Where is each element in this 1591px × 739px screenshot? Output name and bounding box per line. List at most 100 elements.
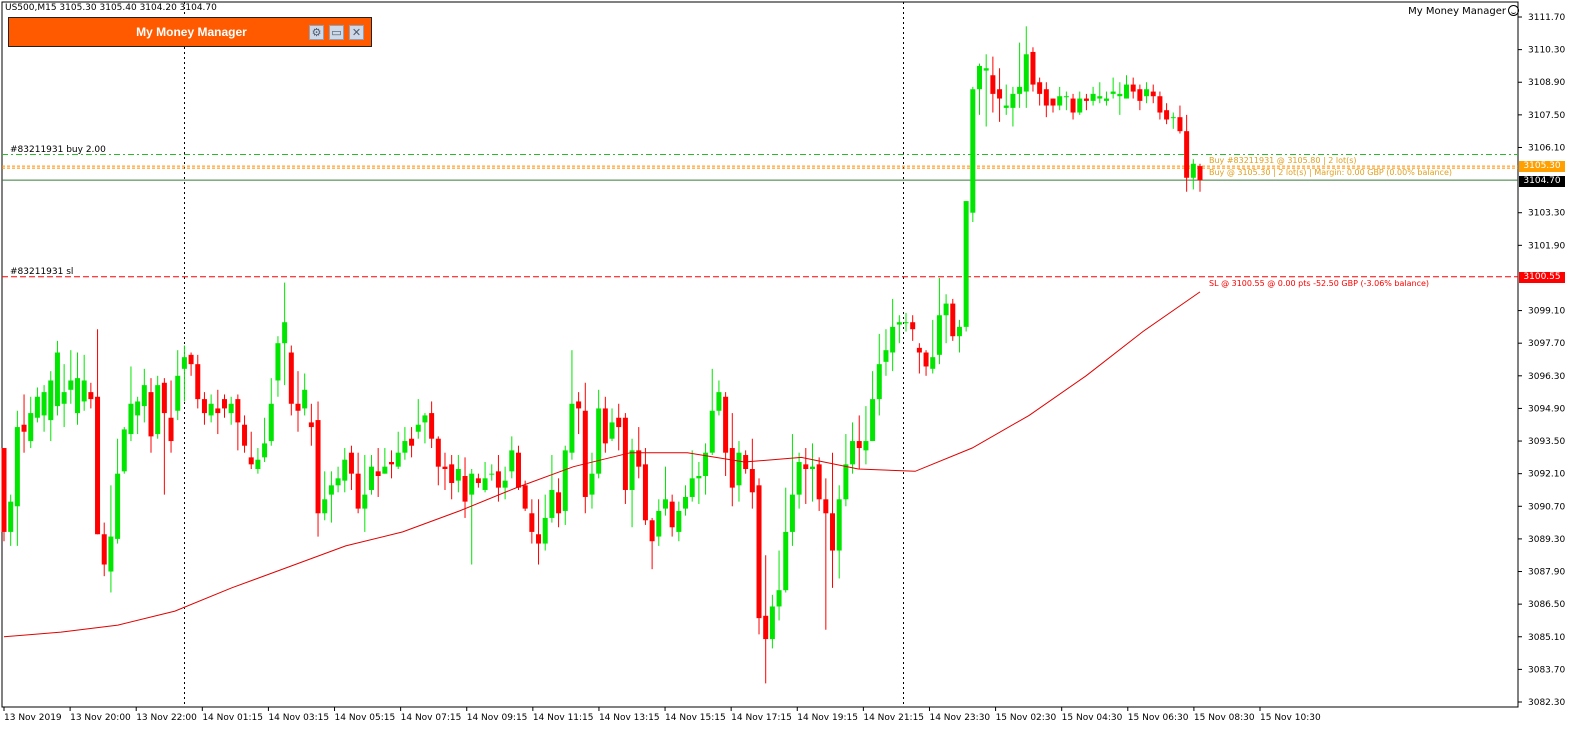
candle-body — [68, 380, 74, 390]
settings-button[interactable]: ⚙ — [309, 25, 324, 40]
candle-body — [335, 478, 341, 486]
candle-body — [656, 510, 662, 537]
candle-body — [509, 450, 515, 472]
y-tick-label: 3101.90 — [1528, 241, 1565, 251]
candle-body — [208, 403, 214, 416]
candle-body — [1003, 105, 1009, 108]
x-tick-label: 13 Nov 22:00 — [136, 713, 197, 723]
candle-body — [181, 357, 187, 369]
candle-body — [268, 403, 274, 442]
candle-body — [863, 441, 869, 451]
candle-body — [1124, 84, 1130, 99]
candle-body — [1010, 93, 1016, 108]
candle-body — [796, 462, 802, 495]
candle-body — [415, 424, 421, 432]
candle-body — [596, 408, 602, 474]
candle-body — [101, 534, 107, 565]
candle-body — [348, 452, 354, 474]
y-tick-label: 3111.70 — [1528, 13, 1565, 23]
x-tick-label: 14 Nov 07:15 — [401, 713, 462, 723]
candle-body — [502, 480, 508, 488]
candle-body — [576, 401, 582, 409]
ask-price-badge: 3105.30 — [1519, 161, 1565, 172]
candle-body — [983, 68, 989, 71]
x-tick-label: 14 Nov 17:15 — [731, 713, 792, 723]
candle-body — [823, 499, 829, 514]
candle-body — [21, 424, 27, 432]
candle-body — [816, 464, 822, 500]
x-tick-label: 14 Nov 13:15 — [599, 713, 660, 723]
candle-body — [582, 410, 588, 497]
candle-body — [716, 392, 722, 411]
candle-body — [255, 459, 261, 470]
candle-body — [429, 413, 435, 439]
candle-body — [95, 396, 101, 535]
candle-body — [1077, 98, 1083, 113]
candle-body — [997, 89, 1003, 99]
candle-body — [1030, 51, 1036, 85]
candle-body — [128, 403, 134, 435]
order-sl-label: #83211931 sl — [10, 267, 74, 277]
x-tick-label: 14 Nov 05:15 — [335, 713, 396, 723]
candle-body — [409, 438, 415, 446]
candle-body — [736, 452, 742, 486]
candle-body — [783, 531, 789, 591]
y-tick-label: 3092.10 — [1528, 470, 1565, 480]
candle-body — [876, 364, 882, 400]
candle-body — [228, 403, 234, 414]
x-tick-label: 14 Nov 09:15 — [467, 713, 528, 723]
candle-body — [803, 464, 809, 470]
minimize-button[interactable]: ▭ — [329, 25, 344, 40]
candle-body — [28, 413, 34, 442]
candle-body — [395, 452, 401, 467]
candle-body — [562, 450, 568, 511]
candle-body — [683, 496, 689, 509]
candle-body — [1110, 91, 1116, 94]
window-icon: ▭ — [331, 26, 342, 39]
order-buy-label: #83211931 buy 2.00 — [10, 145, 106, 155]
candle-body — [155, 385, 161, 435]
candle-body — [689, 478, 695, 497]
candle-body — [1170, 117, 1176, 119]
candle-body — [248, 457, 254, 465]
candle-body — [8, 501, 14, 532]
candle-body — [669, 501, 675, 528]
candle-body — [322, 499, 328, 514]
candle-body — [1, 448, 7, 532]
candle-body — [676, 510, 682, 532]
candle-body — [943, 303, 949, 316]
candle-body — [515, 452, 521, 488]
x-tick-label: 14 Nov 11:15 — [533, 713, 594, 723]
smiley-icon — [1508, 5, 1519, 16]
candle-body — [1164, 110, 1170, 120]
candle-body — [970, 89, 976, 213]
close-button[interactable]: ✕ — [349, 25, 364, 40]
candle-body — [469, 473, 475, 495]
candle-body — [636, 450, 642, 467]
candle-body — [61, 392, 67, 404]
candle-body — [54, 352, 60, 407]
candle-body — [1050, 98, 1056, 106]
y-tick-label: 3093.50 — [1528, 437, 1565, 447]
candle-body — [602, 408, 608, 444]
candle-body — [930, 357, 936, 369]
gear-icon: ⚙ — [311, 26, 322, 39]
money-manager-panel[interactable]: My Money Manager ⚙ ▭ ✕ — [8, 17, 372, 47]
candle-body — [589, 473, 595, 495]
candle-body — [896, 322, 902, 325]
y-tick-label: 3110.30 — [1528, 46, 1565, 56]
candle-body — [455, 469, 461, 481]
x-tick-label: 13 Nov 20:00 — [70, 713, 131, 723]
candle-body — [382, 466, 388, 474]
candle-body — [328, 485, 334, 495]
candle-body — [168, 417, 174, 442]
candle-body — [1117, 93, 1123, 97]
candle-body — [482, 478, 488, 490]
candle-body — [856, 441, 862, 449]
candle-body — [1197, 166, 1203, 181]
candle-body — [629, 450, 635, 490]
candle-body — [262, 443, 268, 458]
candle-body — [141, 385, 147, 407]
